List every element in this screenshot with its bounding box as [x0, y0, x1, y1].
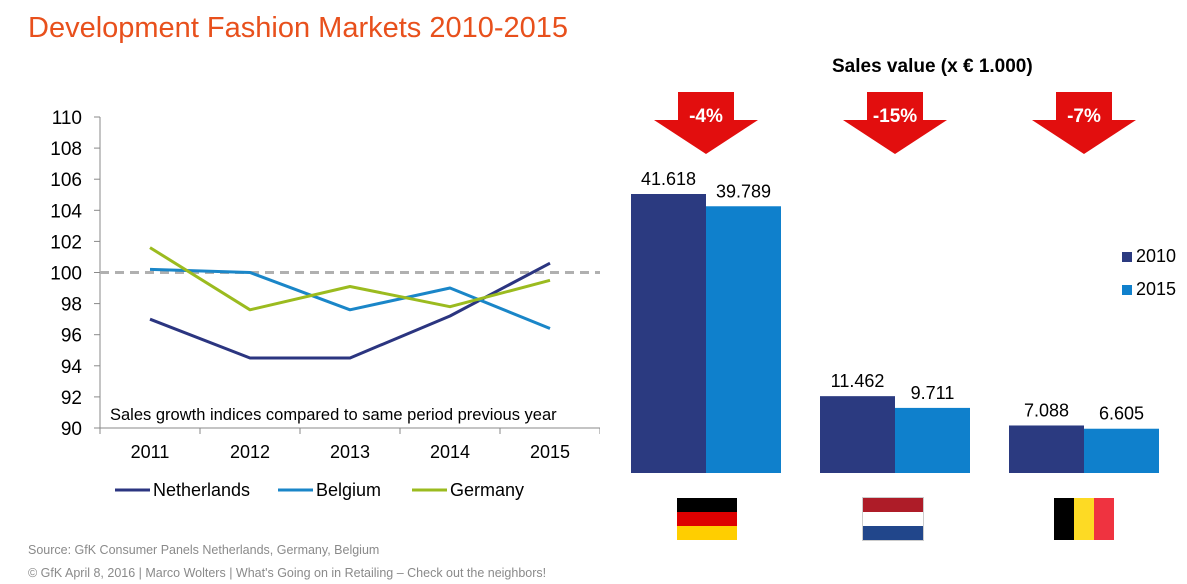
- series-line-belgium: [149, 267, 551, 330]
- germany-flag-stripe-red: [677, 512, 737, 526]
- bar-netherlands-2010: [820, 396, 895, 473]
- germany-flag-stripe-gold: [677, 526, 737, 540]
- belgium-flag-stripe-red: [1094, 498, 1114, 540]
- belgium-flag-stripe-yellow: [1074, 498, 1094, 540]
- bar-chart: 41.618 39.789 -4% 11.462 9.711 -15% 7.088 6.605…: [631, 92, 1176, 474]
- series-line-germany: [149, 246, 551, 312]
- data-label-germany-2015: 39.789: [716, 181, 771, 201]
- x-tick-label: 2015: [530, 442, 570, 462]
- copyright-note: © GfK April 8, 2016 | Marco Wolters | Wh…: [28, 566, 547, 580]
- legend-label-2010: 2010: [1136, 246, 1176, 266]
- bar-chart-title: Sales value (x € 1.000): [832, 56, 1033, 77]
- data-label-netherlands-2015: 9.711: [911, 383, 955, 403]
- netherlands-flag-icon: [862, 497, 924, 541]
- change-label-germany: -4%: [689, 106, 723, 127]
- y-tick-label: 90: [61, 419, 82, 440]
- data-label-germany-2010: 41.618: [641, 169, 696, 189]
- source-note: Source: GfK Consumer Panels Netherlands,…: [28, 543, 380, 557]
- bar-netherlands-2015: [895, 407, 970, 473]
- chart-annotation: Sales growth indices compared to same pe…: [110, 406, 557, 424]
- down-arrow-netherlands: [843, 92, 947, 154]
- y-tick-label: 94: [61, 357, 83, 378]
- down-arrow-germany: [654, 92, 758, 154]
- down-arrow-belgium: [1032, 92, 1136, 154]
- bar-belgium-2010: [1009, 425, 1084, 473]
- y-tick-label: 108: [50, 139, 82, 160]
- legend-label-germany: Germany: [450, 480, 524, 500]
- data-label-netherlands-2010: 11.462: [831, 371, 885, 391]
- belgium-flag-icon: [1054, 498, 1114, 540]
- legend-label-belgium: Belgium: [316, 480, 381, 500]
- x-tick-label: 2013: [330, 442, 370, 462]
- bar-belgium-2015: [1084, 428, 1159, 473]
- y-tick-label: 106: [50, 170, 82, 191]
- germany-flag-icon: [677, 498, 737, 540]
- page-title: Development Fashion Markets 2010-2015: [28, 12, 569, 44]
- x-tick-label: 2011: [131, 442, 170, 462]
- legend-label-2015: 2015: [1136, 279, 1176, 299]
- y-tick-label: 102: [50, 232, 82, 253]
- y-tick-label: 92: [61, 388, 82, 409]
- legend-swatch-2015: [1122, 285, 1132, 295]
- y-tick-label: 100: [50, 264, 82, 285]
- bar-germany-2010: [631, 194, 706, 473]
- x-tick-label: 2014: [430, 442, 470, 462]
- netherlands-flag-stripe-white: [863, 512, 923, 526]
- netherlands-flag-stripe-red: [863, 498, 923, 512]
- y-tick-label: 110: [52, 108, 82, 129]
- change-label-belgium: -7%: [1067, 106, 1101, 127]
- y-tick-label: 104: [50, 201, 82, 222]
- x-tick-label: 2012: [230, 442, 270, 462]
- germany-flag-stripe-black: [677, 498, 737, 512]
- bar-germany-2015: [706, 206, 781, 474]
- line-chart: 90 92 94 96 98 100 102 104 106 108 110 2011 2012 2013…: [50, 108, 600, 500]
- y-tick-label: 98: [61, 295, 82, 316]
- data-label-belgium-2010: 7.088: [1024, 400, 1069, 420]
- data-label-belgium-2015: 6.605: [1099, 404, 1144, 424]
- y-tick-label: 96: [61, 326, 82, 347]
- netherlands-flag-stripe-blue: [863, 526, 923, 540]
- change-label-netherlands: -15%: [873, 106, 917, 127]
- legend-swatch-2010: [1122, 252, 1132, 262]
- belgium-flag-stripe-black: [1054, 498, 1074, 540]
- legend-label-netherlands: Netherlands: [153, 480, 250, 500]
